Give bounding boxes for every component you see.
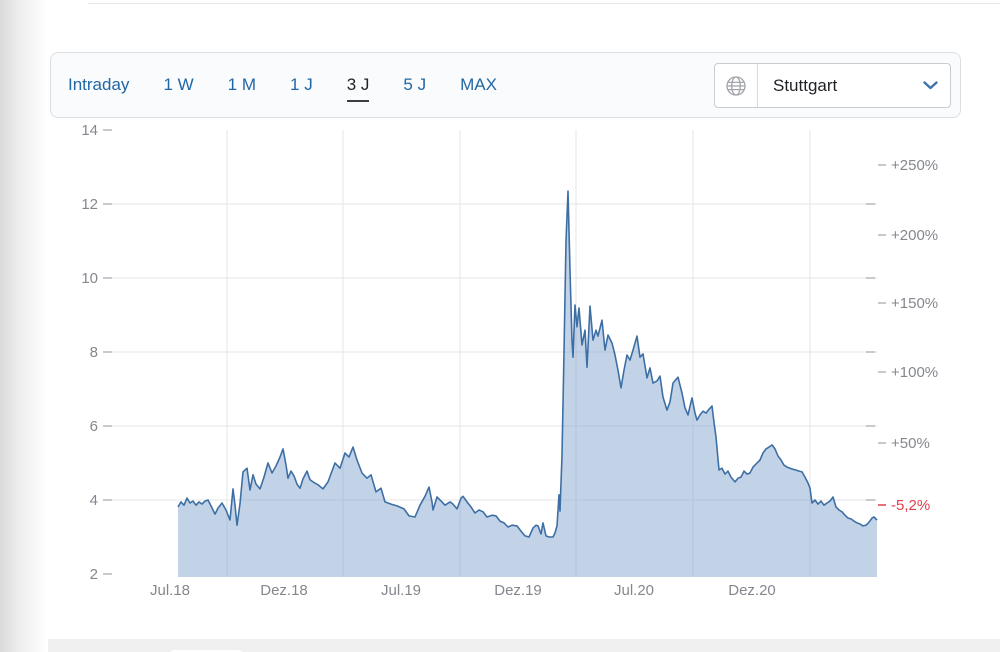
globe-icon	[715, 64, 758, 107]
price-axis-label: 8	[90, 344, 98, 361]
tab-5j[interactable]: 5 J	[403, 75, 427, 94]
price-chart-svg: 14 12 10 8 6 4 2 +250% +200% +150% +100% +50% -5,2% J…	[81, 122, 938, 599]
tab-1w[interactable]: 1 W	[163, 75, 194, 94]
tab-3j-active[interactable]: 3 J	[346, 75, 370, 102]
x-axis-label: Dez.20	[728, 582, 776, 599]
x-axis-label: Dez.18	[260, 582, 308, 599]
series-line	[177, 190, 878, 538]
price-axis-label: 4	[90, 492, 98, 509]
percent-axis-label: +100%	[891, 364, 938, 381]
timeframe-tabs: Intraday 1 W 1 M 1 J 3 J 5 J MAX	[68, 75, 497, 102]
chevron-down-icon	[923, 81, 938, 90]
percent-axis-label: +150%	[891, 295, 938, 312]
next-card-top-edge	[167, 650, 245, 652]
tab-max[interactable]: MAX	[460, 75, 497, 94]
x-axis-label: Dez.19	[494, 582, 542, 599]
percent-axis-label: +250%	[891, 157, 938, 174]
percent-axis-label: +200%	[891, 227, 938, 244]
x-axis-label: Jul.19	[381, 582, 421, 599]
tab-intraday[interactable]: Intraday	[68, 75, 130, 94]
card-top-border	[88, 3, 1000, 4]
exchange-value: Stuttgart	[773, 75, 838, 95]
x-axis-label: Jul.18	[150, 582, 190, 599]
price-axis-label: 10	[81, 270, 98, 287]
price-axis-label: 6	[90, 418, 98, 435]
chart-toolbar: Intraday 1 W 1 M 1 J 3 J 5 J MAX Stuttga…	[50, 52, 961, 118]
page-background-band	[0, 639, 1000, 652]
percent-axis-label: +50%	[891, 435, 930, 452]
price-axis-label: 2	[90, 566, 98, 583]
tab-1j[interactable]: 1 J	[290, 75, 313, 94]
tab-1m[interactable]: 1 M	[227, 75, 257, 94]
x-axis-label: Jul.20	[614, 582, 654, 599]
current-change-label: -5,2%	[891, 497, 930, 514]
exchange-select[interactable]: Stuttgart	[714, 63, 951, 108]
price-axis-label: 12	[81, 196, 98, 213]
series-area	[178, 191, 877, 577]
price-chart: 14 12 10 8 6 4 2 +250% +200% +150% +100% +50% -5,2% J…	[0, 118, 1000, 652]
price-axis-label: 14	[81, 122, 98, 139]
